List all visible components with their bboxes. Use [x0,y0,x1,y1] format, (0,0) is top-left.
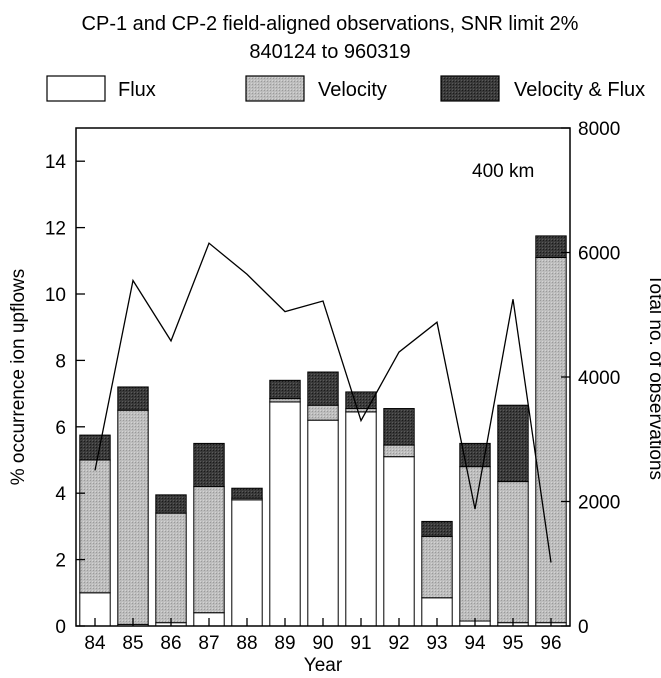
legend-label-velocity-flux: Velocity & Flux [514,79,645,101]
bar-velocity-flux-89 [269,379,301,400]
y-axis-label-right: Total no. of observations [645,274,661,480]
right-tick-label-4000: 4000 [578,368,620,389]
bar-flux-92 [383,456,415,627]
bar-velocity-84 [79,459,111,594]
bar-velocity-85 [117,409,149,625]
bar-flux-89 [269,401,301,627]
bar-velocity-flux-85 [117,386,149,411]
bar-velocity-95 [497,481,529,624]
left-axis: 0 2 4 6 8 10 12 14 [45,152,85,638]
right-tick-label-8000: 8000 [578,119,620,140]
bar-flux-90 [307,419,339,627]
x-tick-label-89: 89 [274,633,295,654]
x-tick-label-84: 84 [84,633,106,654]
bar-velocity-flux-84 [79,434,111,461]
x-tick-label-90: 90 [312,633,333,654]
legend: Flux Velocity Velocity & Flux [46,75,645,102]
bar-velocity-90 [307,404,339,421]
bar-velocity-flux-92 [383,408,415,446]
total-observations-line-group [94,242,552,563]
right-tick-label-2000: 2000 [578,493,620,514]
bar-velocity-94 [459,466,491,622]
left-tick-label-12: 12 [45,219,66,240]
bar-velocity-flux-94 [459,442,491,468]
x-axis-label: Year [304,655,343,676]
bar-velocity-flux-96 [535,235,567,258]
total-observations-line [94,242,552,563]
left-tick-label-14: 14 [45,152,67,173]
bar-flux-88 [231,499,263,627]
bar-velocity-flux-86 [155,494,187,514]
right-tick-label-0: 0 [578,617,589,638]
x-tick-label-95: 95 [502,633,523,654]
bar-velocity-flux-95 [497,404,529,483]
bar-group [79,235,567,627]
chart-title: CP-1 and CP-2 field-aligned observations… [82,13,579,35]
left-tick-label-6: 6 [55,418,66,439]
legend-swatch-velocity-flux [440,75,500,102]
legend-swatch-velocity [245,75,305,102]
x-tick-label-85: 85 [122,633,143,654]
x-tick-label-87: 87 [198,633,219,654]
bar-velocity-flux-88 [231,487,263,499]
right-axis: 0 2000 4000 6000 8000 [561,119,620,638]
bar-velocity-86 [155,512,187,624]
x-tick-label-93: 93 [426,633,447,654]
altitude-annotation: 400 km [472,161,534,182]
bar-velocity-96 [535,256,567,624]
bar-velocity-flux-87 [193,442,225,488]
chart-subtitle: 840124 to 960319 [249,41,410,63]
bar-velocity-87 [193,486,225,614]
x-axis: 84 85 86 87 88 89 90 91 92 93 94 95 96 [84,618,562,654]
x-tick-label-96: 96 [540,633,561,654]
legend-label-flux: Flux [118,79,156,101]
x-tick-label-94: 94 [464,633,486,654]
bar-velocity-93 [421,535,453,599]
left-tick-label-10: 10 [45,285,66,306]
x-tick-label-86: 86 [160,633,181,654]
y-axis-label-left: % occurrence ion upflows [8,269,29,486]
x-tick-label-92: 92 [388,633,409,654]
bar-velocity-flux-90 [307,371,339,406]
bar-velocity-flux-93 [421,520,453,537]
bar-velocity-92 [383,444,415,458]
bar-flux-91 [345,411,377,627]
left-tick-label-2: 2 [55,551,66,572]
left-tick-label-0: 0 [55,617,66,638]
legend-label-velocity: Velocity [318,79,387,101]
right-tick-label-6000: 6000 [578,244,620,265]
left-tick-label-4: 4 [55,484,66,505]
legend-swatch-flux [46,75,106,102]
left-tick-label-8: 8 [55,351,66,372]
x-tick-label-91: 91 [350,633,371,654]
x-tick-label-88: 88 [236,633,257,654]
